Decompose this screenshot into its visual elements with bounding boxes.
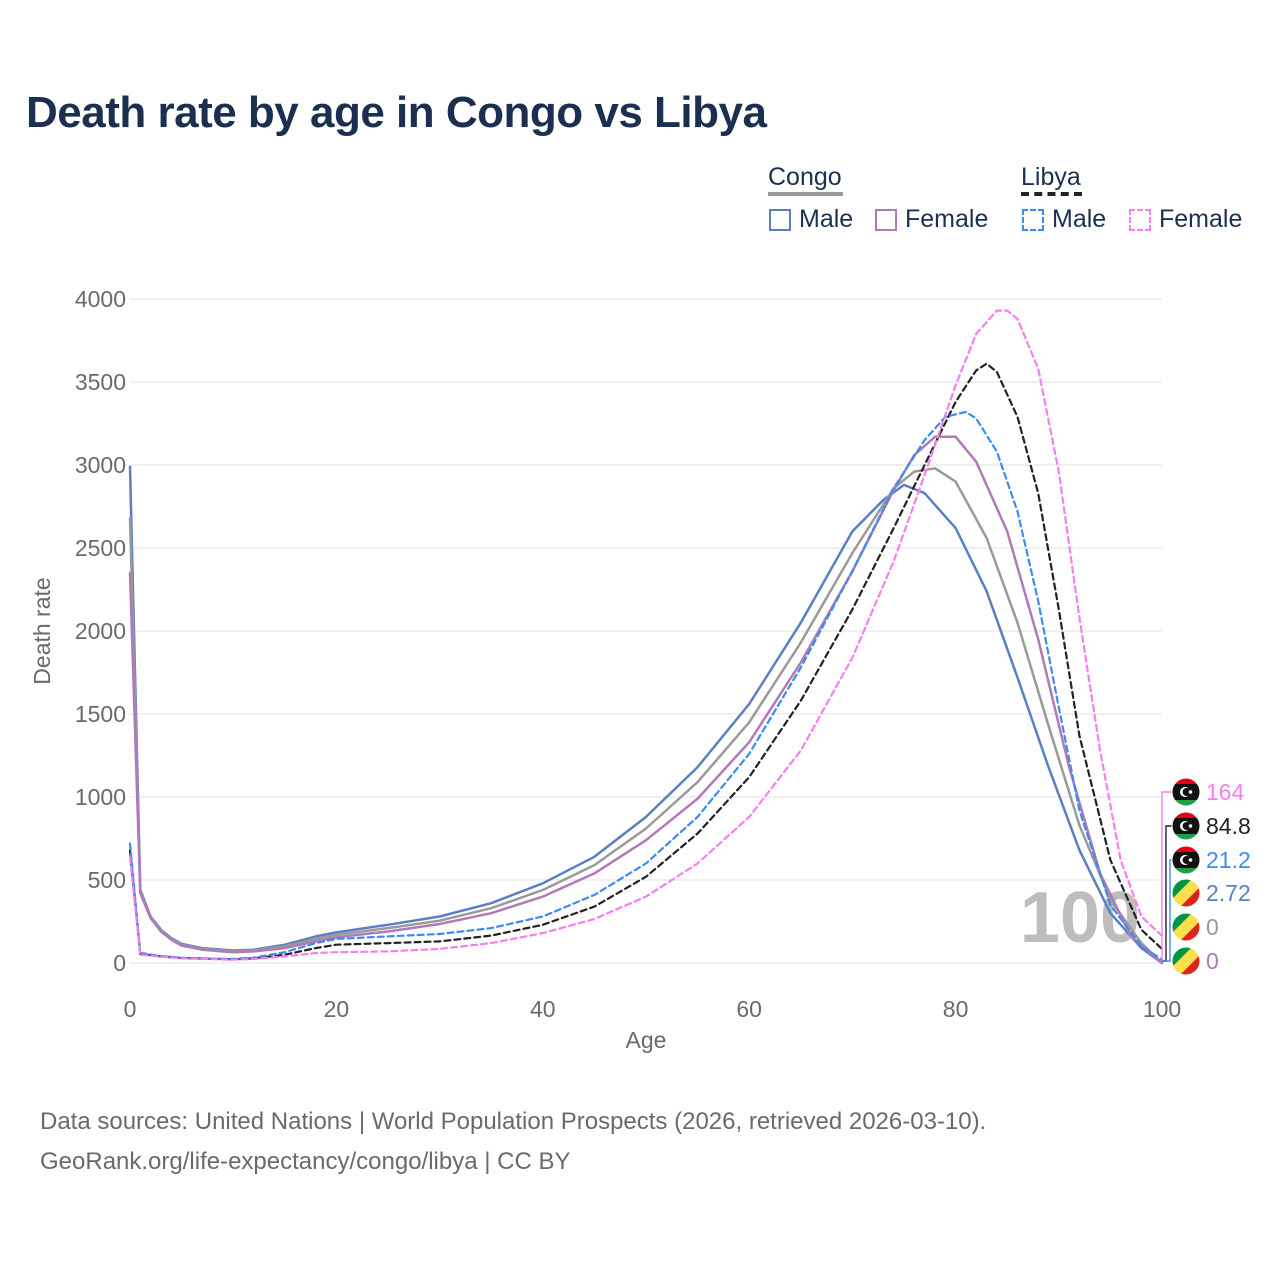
end-label-leader — [1161, 791, 1172, 961]
series-line-libya-male[interactable] — [128, 410, 1164, 961]
legend-group-congo: Congo — [768, 163, 842, 191]
y-tick-label: 0 — [113, 950, 126, 976]
legend-line-libya — [1021, 192, 1082, 196]
series-line-libya-female[interactable] — [128, 309, 1164, 961]
legend-swatch-libya-male[interactable] — [1022, 209, 1044, 231]
source-line-2[interactable]: GeoRank.org/life-expectancy/congo/libya … — [40, 1148, 571, 1175]
series-line-congo-male[interactable] — [128, 465, 1164, 965]
series-line-congo-both[interactable] — [128, 467, 1164, 965]
y-tick-label: 2000 — [75, 618, 126, 644]
end-value-label: 21.2 — [1206, 847, 1251, 873]
congo-flag-icon — [1171, 912, 1201, 942]
y-tick-label: 1500 — [75, 701, 126, 727]
x-axis-label: Age — [626, 1027, 667, 1053]
libya-flag-icon — [1171, 777, 1201, 807]
end-value-label: 2.72 — [1206, 880, 1251, 906]
series-line-libya-both[interactable] — [128, 362, 1164, 961]
x-tick-label: 20 — [324, 996, 350, 1022]
end-value-label: 164 — [1206, 779, 1245, 805]
legend-swatch-congo-female[interactable] — [875, 209, 897, 231]
x-tick-label: 40 — [530, 996, 556, 1022]
y-tick-label: 3000 — [75, 452, 126, 478]
y-tick-label: 3500 — [75, 369, 126, 395]
source-line-1: Data sources: United Nations | World Pop… — [40, 1108, 987, 1135]
x-tick-label: 100 — [1143, 996, 1181, 1022]
end-value-label: 0 — [1206, 914, 1219, 940]
series-line-congo-female[interactable] — [128, 435, 1164, 965]
x-tick-label: 0 — [124, 996, 137, 1022]
libya-flag-icon — [1171, 845, 1201, 875]
y-tick-label: 500 — [88, 867, 126, 893]
congo-flag-icon — [1171, 878, 1201, 908]
x-tick-label: 60 — [736, 996, 762, 1022]
chart-title: Death rate by age in Congo vs Libya — [26, 88, 767, 137]
legend-label-congo-male: Male — [799, 205, 854, 233]
end-value-label: 84.8 — [1206, 813, 1251, 839]
y-tick-label: 2500 — [75, 535, 126, 561]
y-tick-label: 1000 — [75, 784, 126, 810]
legend-label-libya-male: Male — [1052, 205, 1107, 233]
y-tick-label: 4000 — [75, 286, 126, 312]
legend-label-congo-female: Female — [905, 205, 989, 233]
end-value-label: 0 — [1206, 948, 1219, 974]
legend-swatch-libya-female[interactable] — [1129, 209, 1151, 231]
legend-line-congo — [768, 192, 843, 196]
x-tick-label: 80 — [943, 996, 969, 1022]
legend-label-libya-female: Female — [1159, 205, 1243, 233]
end-label-leader — [1162, 859, 1172, 962]
libya-flag-icon — [1171, 811, 1201, 841]
y-axis-label: Death rate — [29, 577, 55, 684]
legend-swatch-congo-male[interactable] — [769, 209, 791, 231]
congo-flag-icon — [1171, 946, 1201, 976]
legend-group-libya: Libya — [1021, 163, 1081, 191]
